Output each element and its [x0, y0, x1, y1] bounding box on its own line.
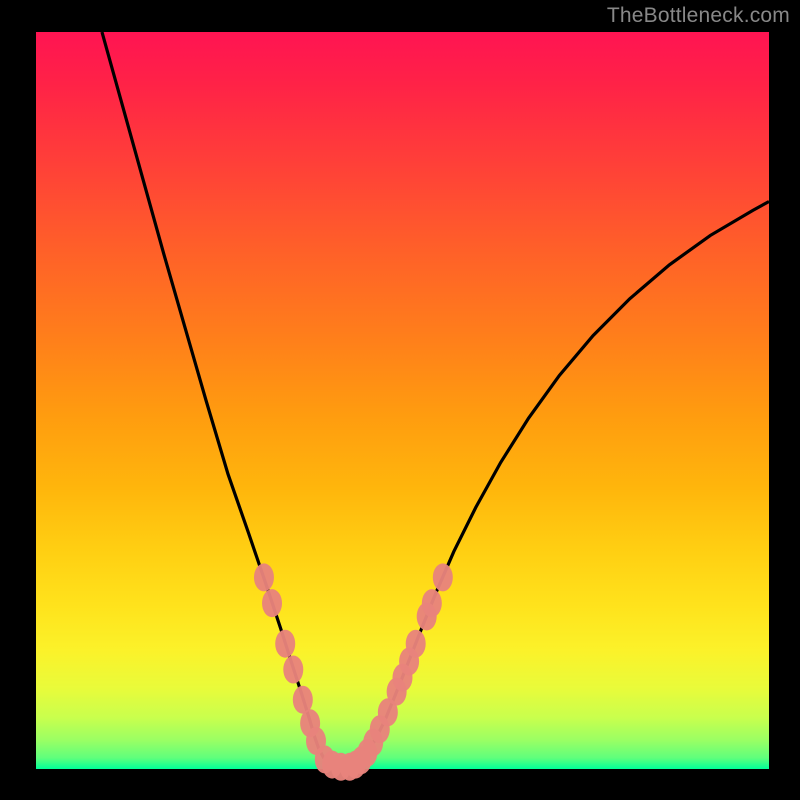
watermark-text: TheBottleneck.com: [607, 4, 790, 28]
marker-point: [422, 589, 442, 617]
marker-point: [433, 563, 453, 591]
chart-plot-area: [36, 32, 769, 769]
curve-right-branch: [358, 202, 769, 764]
marker-point: [262, 589, 282, 617]
chart-svg: [36, 32, 769, 769]
marker-point: [406, 630, 426, 658]
marker-point: [275, 630, 295, 658]
marker-point: [254, 563, 274, 591]
marker-point: [283, 656, 303, 684]
curve-left-branch: [102, 32, 333, 765]
markers-group: [254, 563, 453, 780]
